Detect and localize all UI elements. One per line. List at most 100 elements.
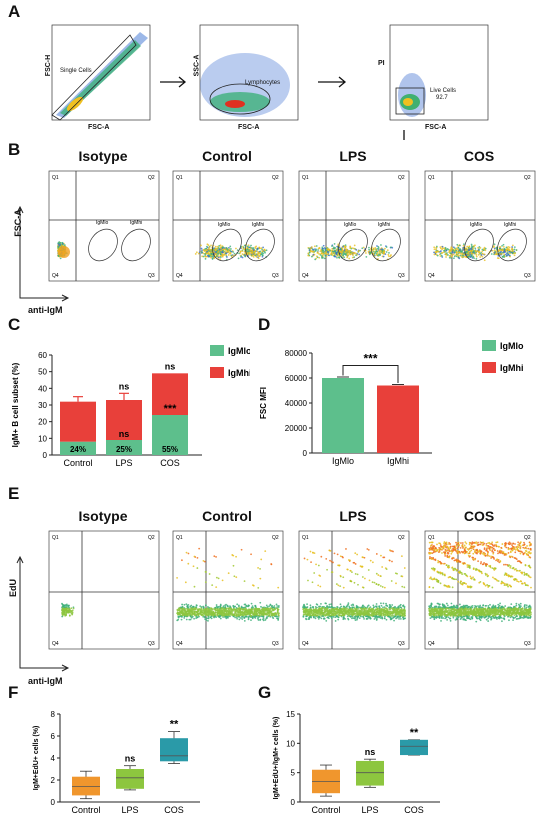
panel-a-plot-singlets — [51, 24, 151, 121]
tick-label: 30 — [38, 401, 47, 410]
tick-label: 0 — [303, 449, 308, 458]
box — [356, 760, 384, 786]
flow-plot-lps: Q1 Q2 Q3 Q4 — [298, 530, 410, 650]
gate-label: IgMhi — [130, 220, 142, 226]
box — [400, 739, 428, 756]
flow-plot-isotype: Q1 Q2 Q3 Q4 — [48, 530, 160, 650]
quadrant-label: Q3 — [398, 641, 405, 647]
legend-label: IgMhi — [228, 368, 250, 378]
bar-label: 24% — [70, 445, 86, 454]
panel-label-e: E — [8, 484, 20, 503]
quadrant-label: Q3 — [148, 273, 155, 279]
tick-label: 20 — [38, 418, 47, 427]
category-label: Control — [311, 805, 340, 815]
chart-f: 0 2 4 6 8 IgM+EdU+ cells (%) Control LPS ns COS ** — [33, 710, 200, 815]
legend-label: IgMlo — [228, 346, 250, 356]
y-axis-label: IgM+EdU+ cells (%) — [33, 726, 40, 791]
category-label: LPS — [121, 805, 138, 815]
annotation: ns — [119, 429, 130, 439]
annotation: *** — [164, 403, 178, 415]
quadrant-label: Q1 — [428, 535, 435, 541]
y-axis-label: FSC MFI — [259, 387, 268, 419]
category-label: IgMhi — [387, 456, 409, 466]
annotation: ** — [170, 719, 179, 731]
bar-lo — [106, 440, 142, 455]
quadrant-label: Q4 — [428, 641, 435, 647]
quadrant-label: Q2 — [272, 535, 279, 541]
flow-title-control: Control — [202, 508, 252, 524]
flow-xlabel: anti-IgM — [28, 305, 63, 315]
flow-plot-isotype: Q1 Q2 Q3 Q4 IgMlo IgMhi — [48, 170, 160, 282]
legend-label: IgMlo — [500, 341, 524, 351]
category-label: COS — [164, 805, 184, 815]
panel-e: Isotype Q1 Q2 Q3 Q4 Control Q1 Q2 Q3 Q4 LPS Q1 Q2 Q3 Q… — [0, 508, 554, 686]
quadrant-label: Q3 — [524, 641, 531, 647]
gate-label: IgMhi — [378, 222, 390, 228]
panel-a-plot-live — [389, 24, 489, 121]
legend-swatch — [210, 345, 224, 356]
tick-label: 4 — [51, 754, 56, 763]
annotation: ns — [125, 754, 136, 764]
gate-label: IgMlo — [344, 222, 356, 228]
flow-plot-cos: Q1 Q2 Q3 Q4 IgMlo IgMhi — [424, 170, 536, 282]
quadrant-label: Q2 — [148, 535, 155, 541]
quadrant-label: Q2 — [524, 175, 531, 181]
quadrant-label: Q1 — [52, 535, 59, 541]
quadrant-label: Q3 — [272, 641, 279, 647]
a2-xlabel: FSC-A — [238, 124, 260, 131]
panel-label-a: A — [8, 2, 21, 21]
y-axis-label: IgM+ B cell subset (%) — [11, 362, 20, 447]
quadrant-label: Q3 — [148, 641, 155, 647]
tick-label: 8 — [51, 710, 56, 719]
quadrant-label: Q4 — [176, 641, 183, 647]
panel-label-g: G — [258, 683, 272, 702]
bar — [322, 378, 364, 453]
chart-g: 0 5 10 15 IgM+EdU+/IgM+ cells (%) Control LPS n… — [273, 710, 440, 815]
bar-hi — [152, 373, 188, 415]
tick-label: 6 — [51, 732, 56, 741]
gate-label: IgMhi — [252, 222, 264, 228]
chart-d: 0 20000 40000 60000 80000 FSC MFI IgMlo IgMhi **… — [259, 340, 524, 466]
a1-ylabel: FSC-H — [45, 54, 53, 77]
bar — [377, 385, 419, 453]
flow-xlabel: anti-IgM — [28, 676, 63, 686]
box — [160, 738, 188, 762]
panel-a-plot-lymphocytes — [199, 24, 299, 121]
a2-gate-label: Lymphocytes — [245, 80, 281, 86]
quadrant-label: Q1 — [52, 175, 59, 181]
gate-label: IgMlo — [470, 222, 482, 228]
panel-label-f: F — [8, 683, 19, 702]
panel-b: Isotype Q1 Q2 Q3 Q4 IgMlo IgMhi Control Q1 Q2 Q3 Q4… — [0, 148, 554, 315]
flow-plot-lps: Q1 Q2 Q3 Q4 IgMlo IgMhi — [298, 170, 410, 282]
bar-label: 55% — [162, 445, 178, 454]
bar-hi — [106, 400, 142, 440]
flow-title-isotype: Isotype — [78, 148, 128, 164]
gate-label: IgMhi — [504, 222, 516, 228]
bar-hi — [60, 401, 96, 442]
panel-label-b: B — [8, 140, 21, 159]
tick-label: 60 — [38, 351, 47, 360]
legend-label: IgMhi — [500, 363, 524, 373]
tick-label: 0 — [291, 798, 296, 807]
quadrant-label: Q2 — [398, 535, 405, 541]
tick-label: 40000 — [285, 399, 308, 408]
panel-label-d: D — [258, 315, 271, 334]
panel-label-c: C — [8, 315, 21, 334]
category-label: COS — [404, 805, 424, 815]
box — [72, 776, 100, 796]
quadrant-label: Q4 — [302, 641, 309, 647]
quadrant-label: Q1 — [176, 175, 183, 181]
annotation: ns — [119, 381, 130, 391]
quadrant-label: Q3 — [398, 273, 405, 279]
flow-plot-control: Q1 Q2 Q3 Q4 IgMlo IgMhi — [172, 170, 284, 282]
flow-plot-control: Q1 Q2 Q3 Q4 — [172, 530, 284, 650]
annotation: ** — [410, 727, 419, 739]
tick-label: 5 — [291, 769, 296, 778]
quadrant-label: Q4 — [428, 273, 435, 279]
bar-lo — [60, 441, 96, 455]
axis-arrows — [16, 555, 70, 672]
gate-label: IgMlo — [96, 220, 108, 226]
a3-gate-label: Live Cells — [430, 88, 457, 94]
category-label: LPS — [361, 805, 378, 815]
legend-swatch — [210, 367, 224, 378]
